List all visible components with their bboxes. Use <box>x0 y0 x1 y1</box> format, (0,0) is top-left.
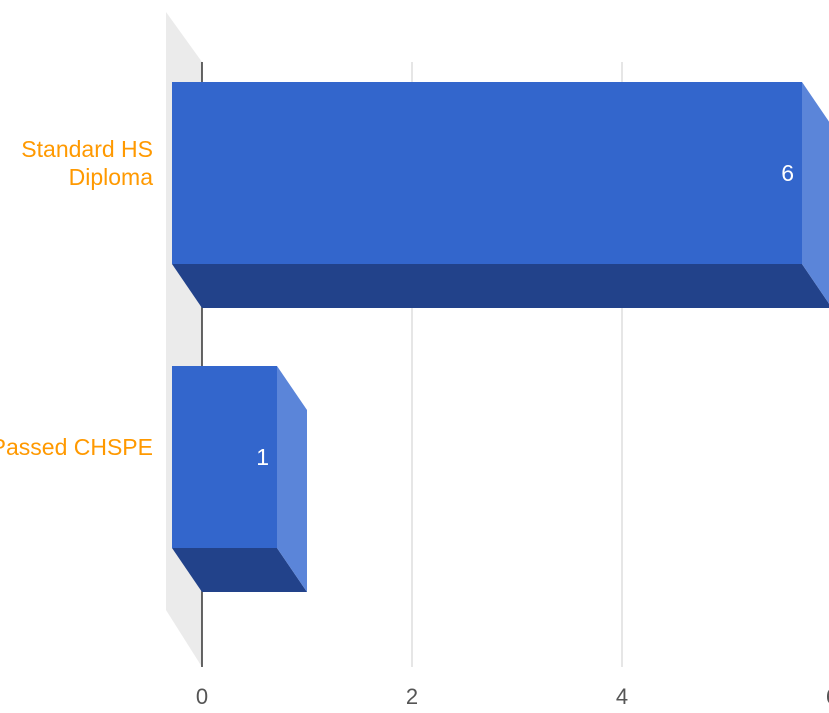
bar-side-face-1 <box>277 366 307 592</box>
data-label-0: 6 <box>781 160 794 186</box>
category-label-0: Standard HS Diploma <box>21 136 153 190</box>
bar-bottom-face-0 <box>172 264 829 308</box>
x-tick-label-6: 6 <box>826 684 829 709</box>
bar-front-face-0 <box>172 82 802 264</box>
bar-front-face-1 <box>172 366 277 548</box>
bar-bottom-face-1 <box>172 548 307 592</box>
x-tick-label-2: 2 <box>406 684 418 709</box>
bar-1 <box>172 366 307 592</box>
category-label-line: Diploma <box>69 164 154 190</box>
category-label-line: Standard HS <box>21 136 153 162</box>
bar-side-face-0 <box>802 82 829 304</box>
bar-0 <box>172 82 829 308</box>
category-label-line: Passed CHSPE <box>0 434 153 460</box>
x-tick-label-4: 4 <box>616 684 628 709</box>
data-label-1: 1 <box>256 444 269 470</box>
category-label-1: Passed CHSPE <box>0 434 153 460</box>
x-tick-label-0: 0 <box>196 684 208 709</box>
